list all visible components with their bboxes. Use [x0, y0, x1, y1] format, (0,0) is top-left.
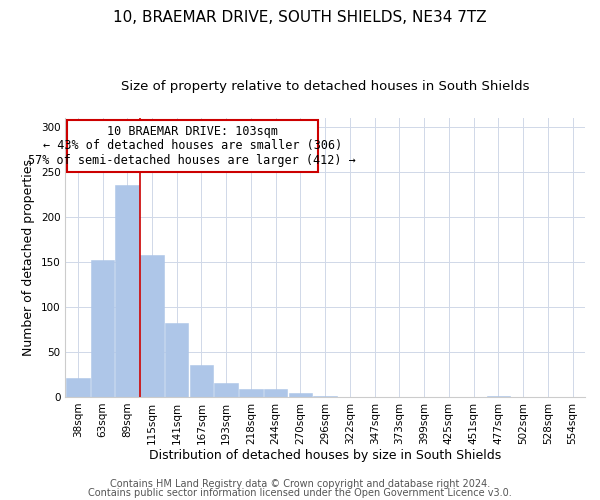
Bar	[91, 260, 114, 397]
Bar	[289, 394, 312, 397]
Text: ← 43% of detached houses are smaller (306): ← 43% of detached houses are smaller (30…	[43, 139, 342, 152]
X-axis label: Distribution of detached houses by size in South Shields: Distribution of detached houses by size …	[149, 450, 502, 462]
Bar	[264, 389, 287, 397]
Text: Contains HM Land Registry data © Crown copyright and database right 2024.: Contains HM Land Registry data © Crown c…	[110, 479, 490, 489]
Text: 10, BRAEMAR DRIVE, SOUTH SHIELDS, NE34 7TZ: 10, BRAEMAR DRIVE, SOUTH SHIELDS, NE34 7…	[113, 10, 487, 25]
Bar	[487, 396, 510, 397]
Bar	[115, 186, 139, 397]
Bar	[313, 396, 337, 397]
Bar	[239, 389, 263, 397]
Bar	[214, 384, 238, 397]
Bar	[66, 378, 89, 397]
Text: Contains public sector information licensed under the Open Government Licence v3: Contains public sector information licen…	[88, 488, 512, 498]
Text: 57% of semi-detached houses are larger (412) →: 57% of semi-detached houses are larger (…	[28, 154, 356, 167]
Bar	[140, 254, 164, 397]
Bar	[190, 364, 213, 397]
Bar	[165, 323, 188, 397]
Y-axis label: Number of detached properties: Number of detached properties	[22, 159, 35, 356]
Title: Size of property relative to detached houses in South Shields: Size of property relative to detached ho…	[121, 80, 529, 93]
Text: 10 BRAEMAR DRIVE: 103sqm: 10 BRAEMAR DRIVE: 103sqm	[107, 124, 278, 138]
FancyBboxPatch shape	[67, 120, 318, 172]
